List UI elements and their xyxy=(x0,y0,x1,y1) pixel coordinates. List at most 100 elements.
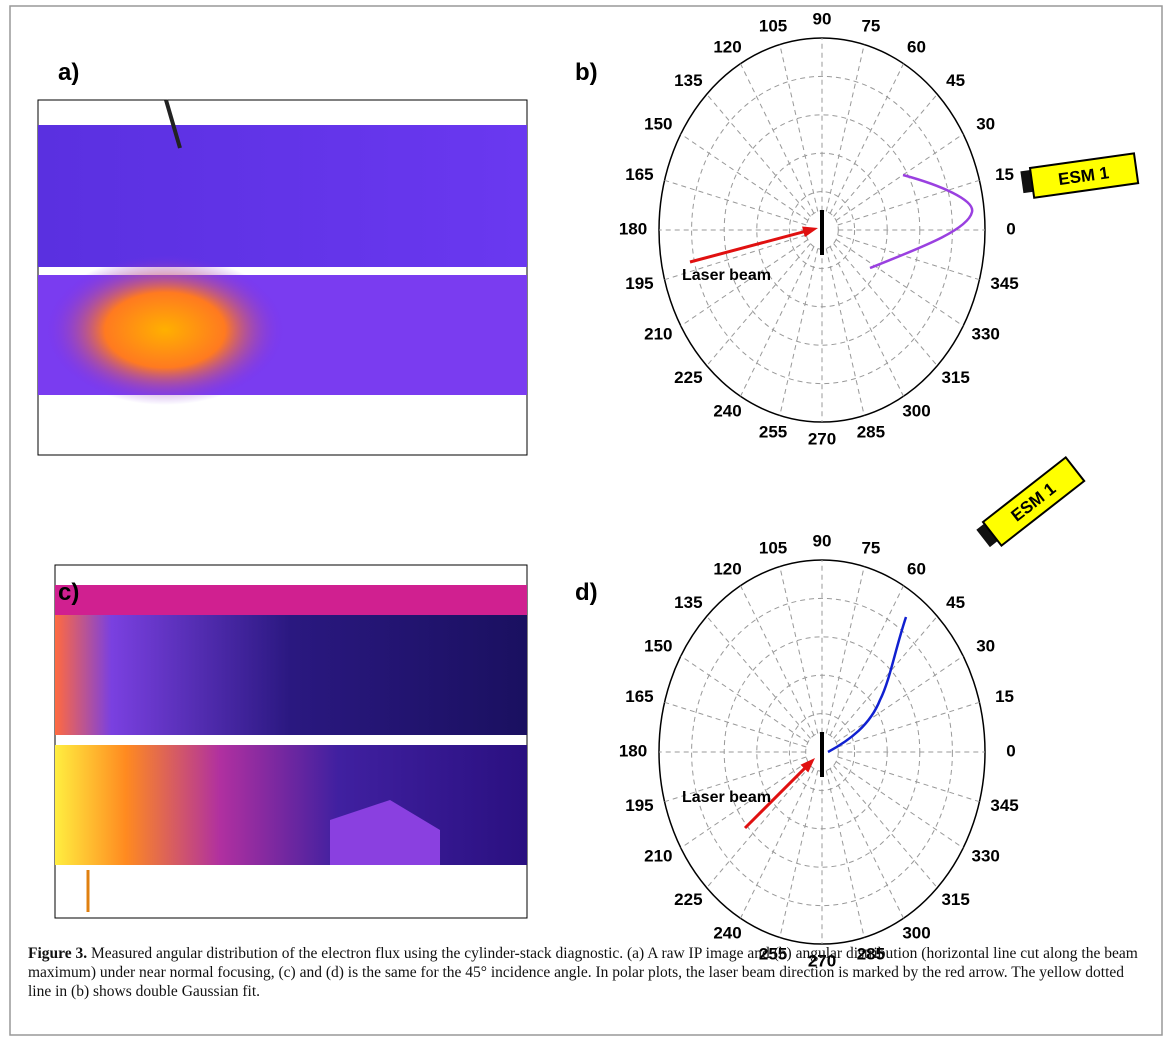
laser-arrow-head xyxy=(800,758,815,773)
caption-text: Measured angular distribution of the ele… xyxy=(28,945,1138,1000)
detector-body xyxy=(1028,152,1140,199)
detector-body xyxy=(981,455,1086,548)
grid-ring xyxy=(691,75,953,385)
angle-label: 45 xyxy=(946,71,965,90)
radial-grid xyxy=(837,179,980,226)
radial-grid xyxy=(664,756,807,803)
laser-label: Laser beam xyxy=(682,267,771,284)
panel-label: b) xyxy=(575,59,598,86)
laser-label: Laser beam xyxy=(682,789,771,806)
angle-label: 255 xyxy=(759,944,787,963)
laser-arrow-head xyxy=(802,226,818,238)
radial-grid xyxy=(680,239,809,327)
angle-label: 165 xyxy=(625,687,653,706)
radial-grid xyxy=(835,133,964,221)
radial-grid xyxy=(825,566,865,734)
angle-label: 30 xyxy=(976,114,995,133)
angle-label: 195 xyxy=(625,796,653,815)
image-a-mark xyxy=(164,99,182,149)
radial-grid xyxy=(664,701,807,748)
radial-grid xyxy=(779,566,819,734)
radial-grid xyxy=(829,768,904,919)
image-c-strip xyxy=(55,585,527,615)
angle-label: 285 xyxy=(857,944,885,963)
angle-label: 270 xyxy=(808,951,836,970)
angle-label: 345 xyxy=(990,274,1018,293)
angle-label: 0 xyxy=(1006,219,1015,238)
image-c-shape xyxy=(330,800,440,865)
angle-label: 315 xyxy=(941,890,969,909)
angle-label: 120 xyxy=(713,38,741,57)
angle-label: 195 xyxy=(625,274,653,293)
angle-label: 15 xyxy=(995,687,1014,706)
radial-grid xyxy=(664,234,807,281)
radial-grid xyxy=(680,133,809,221)
radial-grid xyxy=(837,234,980,281)
angle-label: 180 xyxy=(619,219,647,238)
angle-label: 60 xyxy=(907,560,926,579)
angle-label: 300 xyxy=(902,401,930,420)
angle-label: 150 xyxy=(644,114,672,133)
panel-label: d) xyxy=(575,579,598,606)
radial-grid xyxy=(829,585,904,736)
angle-label: 75 xyxy=(861,539,880,558)
radial-grid xyxy=(779,248,819,416)
radial-grid xyxy=(680,655,809,743)
angle-label: 240 xyxy=(713,923,741,942)
angle-label: 210 xyxy=(644,846,672,865)
angle-label: 105 xyxy=(759,17,787,36)
angle-label: 75 xyxy=(861,17,880,36)
angle-label: 225 xyxy=(674,890,702,909)
radial-grid xyxy=(740,63,815,214)
radial-grid xyxy=(837,701,980,748)
panel-label: a) xyxy=(58,59,79,86)
angle-label: 45 xyxy=(946,593,965,612)
angle-label: 150 xyxy=(644,636,672,655)
angle-label: 135 xyxy=(674,593,702,612)
panel-label: c) xyxy=(58,579,79,606)
image-c-upper xyxy=(55,615,527,735)
angle-label: 315 xyxy=(941,368,969,387)
radial-grid xyxy=(829,63,904,214)
radial-grid xyxy=(740,768,815,919)
radial-grid xyxy=(837,756,980,803)
detector: ESM 1 xyxy=(976,455,1086,548)
angle-label: 330 xyxy=(971,846,999,865)
radial-grid xyxy=(779,44,819,212)
angle-label: 30 xyxy=(976,636,995,655)
angle-label: 330 xyxy=(971,324,999,343)
radial-grid xyxy=(835,655,964,743)
radial-grid xyxy=(825,44,865,212)
radial-grid xyxy=(825,770,865,938)
caption: Figure 3. Measured angular distribution … xyxy=(28,944,1143,1001)
laser-arrow xyxy=(689,229,809,264)
radial-grid xyxy=(664,179,807,226)
radial-grid xyxy=(835,761,964,849)
detector-nub xyxy=(976,522,1000,548)
angle-label: 0 xyxy=(1006,741,1015,760)
image-a-spot xyxy=(45,255,285,405)
image-c-lower xyxy=(55,745,527,865)
angle-label: 60 xyxy=(907,38,926,57)
figure-border xyxy=(9,5,1163,1036)
flux-curve xyxy=(869,173,974,270)
angle-label: 240 xyxy=(713,401,741,420)
angle-label: 255 xyxy=(759,422,787,441)
angle-label: 165 xyxy=(625,165,653,184)
angle-label: 105 xyxy=(759,539,787,558)
radial-grid xyxy=(825,248,865,416)
angle-label: 180 xyxy=(619,741,647,760)
angle-label: 285 xyxy=(857,422,885,441)
laser-arrow xyxy=(743,764,809,830)
angle-label: 135 xyxy=(674,71,702,90)
grid-ring xyxy=(691,597,953,907)
radial-grid xyxy=(829,246,904,397)
radial-grid xyxy=(779,770,819,938)
radial-grid xyxy=(740,585,815,736)
caption-label: Figure 3. xyxy=(28,945,88,962)
angle-label: 210 xyxy=(644,324,672,343)
angle-label: 90 xyxy=(813,531,832,550)
